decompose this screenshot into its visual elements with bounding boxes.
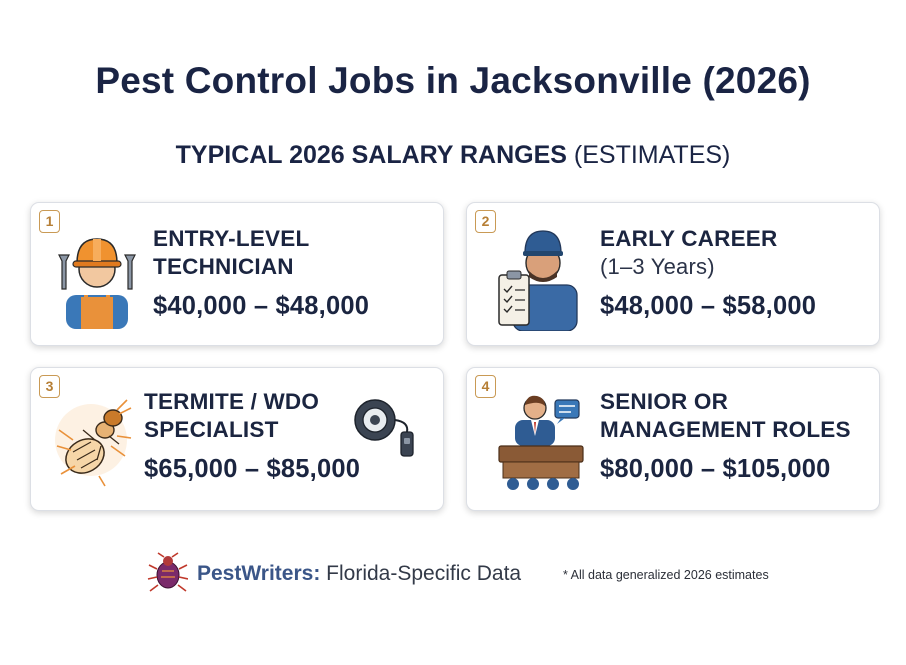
card-title-line1: TERMITE / WDO [144,389,320,414]
card-title: SENIOR OR MANAGEMENT ROLES [600,388,851,444]
card-title: EARLY CAREER (1–3 Years) [600,225,777,281]
subtitle-rest: (ESTIMATES) [573,141,731,169]
card-number: 3 [39,375,60,398]
subtitle-bold: TYPICAL 2026 SALARY RANGES [175,141,567,169]
page-title: Pest Control Jobs in Jacksonville (2026) [95,60,811,101]
card-number: 2 [475,210,496,233]
card-number: 1 [39,210,60,233]
card-title-line1: SENIOR OR [600,389,729,414]
card-salary: $48,000 – $58,000 [600,292,817,320]
brand-tagline: Florida-Specific Data [326,562,522,585]
card-title-line2: SPECIALIST [144,417,279,442]
technician-with-wrenches-icon [58,238,136,329]
card-title: TERMITE / WDO SPECIALIST [144,388,319,444]
card-number: 4 [475,375,496,398]
card-title-line1: EARLY CAREER [600,226,778,251]
card-salary: $65,000 – $85,000 [144,455,361,483]
worker-with-clipboard-icon [498,230,578,331]
card-title-line2: TECHNICIAN [153,254,294,279]
card-title-line1: ENTRY-LEVEL [153,226,310,251]
card-salary: $40,000 – $48,000 [153,292,370,320]
card-title-line2: (1–3 Years) [600,254,715,279]
salary-card-entry-level: 1 ENTRY-LEVEL TECHNICIAN $40,000 – $48,00… [30,202,444,346]
termite-icon [55,399,132,487]
card-salary: $80,000 – $105,000 [600,455,831,483]
manager-at-desk-icon [498,395,584,490]
page-subtitle: TYPICAL 2026 SALARY RANGES (ESTIMATES) [0,141,906,170]
salary-card-termite-specialist: 3 TERMITE / WDO SPECIALIST $65,000 – $85,… [30,367,444,511]
salary-card-early-career: 2 EARLY CAREER (1–3 Years) $48,000 – $58,… [466,202,880,346]
footer-brand: PestWriters: Florida-Specific Data [197,562,521,586]
pestwriters-logo-icon [147,552,188,592]
moisture-meter-icon [354,399,414,457]
card-title: ENTRY-LEVEL TECHNICIAN [153,225,309,281]
card-title-line2: MANAGEMENT ROLES [600,417,851,442]
footer-note: * All data generalized 2026 estimates [563,568,769,582]
salary-card-senior-management: 4 SENIOR OR MANAGEMENT ROLES $80,000 – $1… [466,367,880,511]
brand-name: PestWriters: [197,562,321,585]
